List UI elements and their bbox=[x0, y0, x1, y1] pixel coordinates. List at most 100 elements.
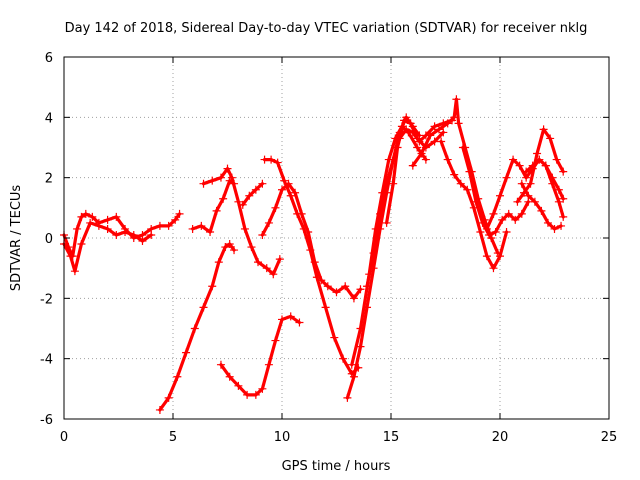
data-point-marker bbox=[221, 243, 230, 252]
data-point-marker bbox=[225, 372, 234, 381]
data-point-marker bbox=[164, 221, 173, 230]
data-point-marker bbox=[212, 206, 221, 215]
data-point-marker bbox=[413, 134, 422, 143]
series-line bbox=[461, 145, 530, 237]
data-point-marker bbox=[509, 155, 518, 164]
data-point-marker bbox=[443, 119, 452, 128]
data-point-marker bbox=[284, 179, 293, 188]
x-tick-label: 0 bbox=[60, 430, 68, 445]
data-point-marker bbox=[245, 191, 254, 200]
data-point-marker bbox=[73, 224, 82, 233]
data-point-marker bbox=[404, 128, 413, 137]
data-point-marker bbox=[234, 381, 243, 390]
data-point-marker bbox=[317, 276, 326, 285]
data-point-marker bbox=[264, 218, 273, 227]
data-point-marker bbox=[155, 405, 164, 414]
data-point-marker bbox=[463, 185, 472, 194]
series-arc-20 bbox=[522, 155, 568, 221]
data-point-marker bbox=[243, 390, 252, 399]
data-point-marker bbox=[502, 173, 511, 182]
x-tick-label: 5 bbox=[169, 430, 177, 445]
data-point-marker bbox=[465, 167, 474, 176]
data-point-marker bbox=[559, 212, 568, 221]
data-point-marker bbox=[517, 209, 526, 218]
data-point-marker bbox=[321, 303, 330, 312]
data-point-marker bbox=[454, 119, 463, 128]
data-point-marker bbox=[70, 267, 79, 276]
data-point-marker bbox=[291, 188, 300, 197]
data-point-marker bbox=[103, 224, 112, 233]
series-line bbox=[345, 118, 454, 400]
data-point-marker bbox=[533, 149, 542, 158]
chart-title: Day 142 of 2018, Sidereal Day-to-day VTE… bbox=[65, 21, 588, 36]
x-tick-label: 15 bbox=[383, 430, 400, 445]
data-point-marker bbox=[323, 282, 332, 291]
data-point-marker bbox=[543, 218, 552, 227]
data-point-marker bbox=[393, 143, 402, 152]
series-arc-9 bbox=[258, 179, 365, 303]
series-line bbox=[260, 182, 363, 300]
data-point-marker bbox=[225, 240, 234, 249]
data-point-marker bbox=[437, 137, 446, 146]
data-point-marker bbox=[264, 360, 273, 369]
data-point-marker bbox=[227, 173, 236, 182]
data-point-marker bbox=[450, 170, 459, 179]
x-tick-label: 20 bbox=[492, 430, 509, 445]
y-axis-label: SDTVAR / TECUs bbox=[9, 185, 24, 292]
x-tick-label: 10 bbox=[274, 430, 291, 445]
data-point-marker bbox=[304, 227, 313, 236]
data-point-marker bbox=[208, 176, 217, 185]
data-point-marker bbox=[269, 270, 278, 279]
data-point-marker bbox=[66, 252, 75, 261]
series-arc-4 bbox=[199, 164, 284, 279]
data-point-marker bbox=[267, 155, 276, 164]
data-point-marker bbox=[121, 227, 130, 236]
data-point-marker bbox=[528, 161, 537, 170]
data-point-marker bbox=[489, 209, 498, 218]
y-tick-label: 6 bbox=[45, 51, 53, 66]
data-point-marker bbox=[171, 215, 180, 224]
y-tick-label: 4 bbox=[45, 111, 53, 126]
data-point-marker bbox=[478, 218, 487, 227]
data-point-marker bbox=[559, 167, 568, 176]
data-point-marker bbox=[476, 227, 485, 236]
data-point-marker bbox=[406, 119, 415, 128]
series-arc-6 bbox=[216, 312, 304, 399]
data-point-marker bbox=[273, 158, 282, 167]
data-point-marker bbox=[310, 258, 319, 267]
data-point-marker bbox=[173, 372, 182, 381]
data-point-marker bbox=[363, 282, 372, 291]
data-point-marker bbox=[511, 215, 520, 224]
data-point-marker bbox=[271, 336, 280, 345]
data-point-marker bbox=[164, 393, 173, 402]
data-point-marker bbox=[443, 155, 452, 164]
series-arc-13 bbox=[382, 116, 448, 227]
data-point-marker bbox=[197, 221, 206, 230]
data-point-marker bbox=[489, 264, 498, 273]
data-point-marker bbox=[182, 348, 191, 357]
series-line bbox=[241, 182, 264, 207]
series-arc-15 bbox=[437, 137, 511, 273]
data-point-marker bbox=[496, 252, 504, 261]
series-line bbox=[219, 314, 301, 397]
data-point-marker bbox=[559, 194, 568, 203]
y-tick-label: -6 bbox=[40, 413, 53, 428]
data-point-marker bbox=[240, 224, 249, 233]
data-point-marker bbox=[247, 243, 256, 252]
data-point-marker bbox=[251, 185, 260, 194]
data-point-marker bbox=[426, 131, 435, 140]
data-point-marker bbox=[537, 206, 546, 215]
data-point-marker bbox=[199, 303, 208, 312]
data-point-marker bbox=[271, 203, 280, 212]
data-point-marker bbox=[413, 143, 422, 152]
series-arc-2 bbox=[60, 218, 156, 276]
axis-ticks: 0 5 10 15 20 25 -6 -4 -2 0 2 4 6 bbox=[40, 51, 617, 445]
data-point-marker bbox=[112, 212, 121, 221]
data-point-marker bbox=[216, 173, 225, 182]
data-point-marker bbox=[408, 161, 417, 170]
data-point-marker bbox=[356, 324, 365, 333]
data-point-marker bbox=[517, 179, 526, 188]
data-point-marker bbox=[349, 372, 358, 381]
data-point-marker bbox=[439, 128, 448, 137]
